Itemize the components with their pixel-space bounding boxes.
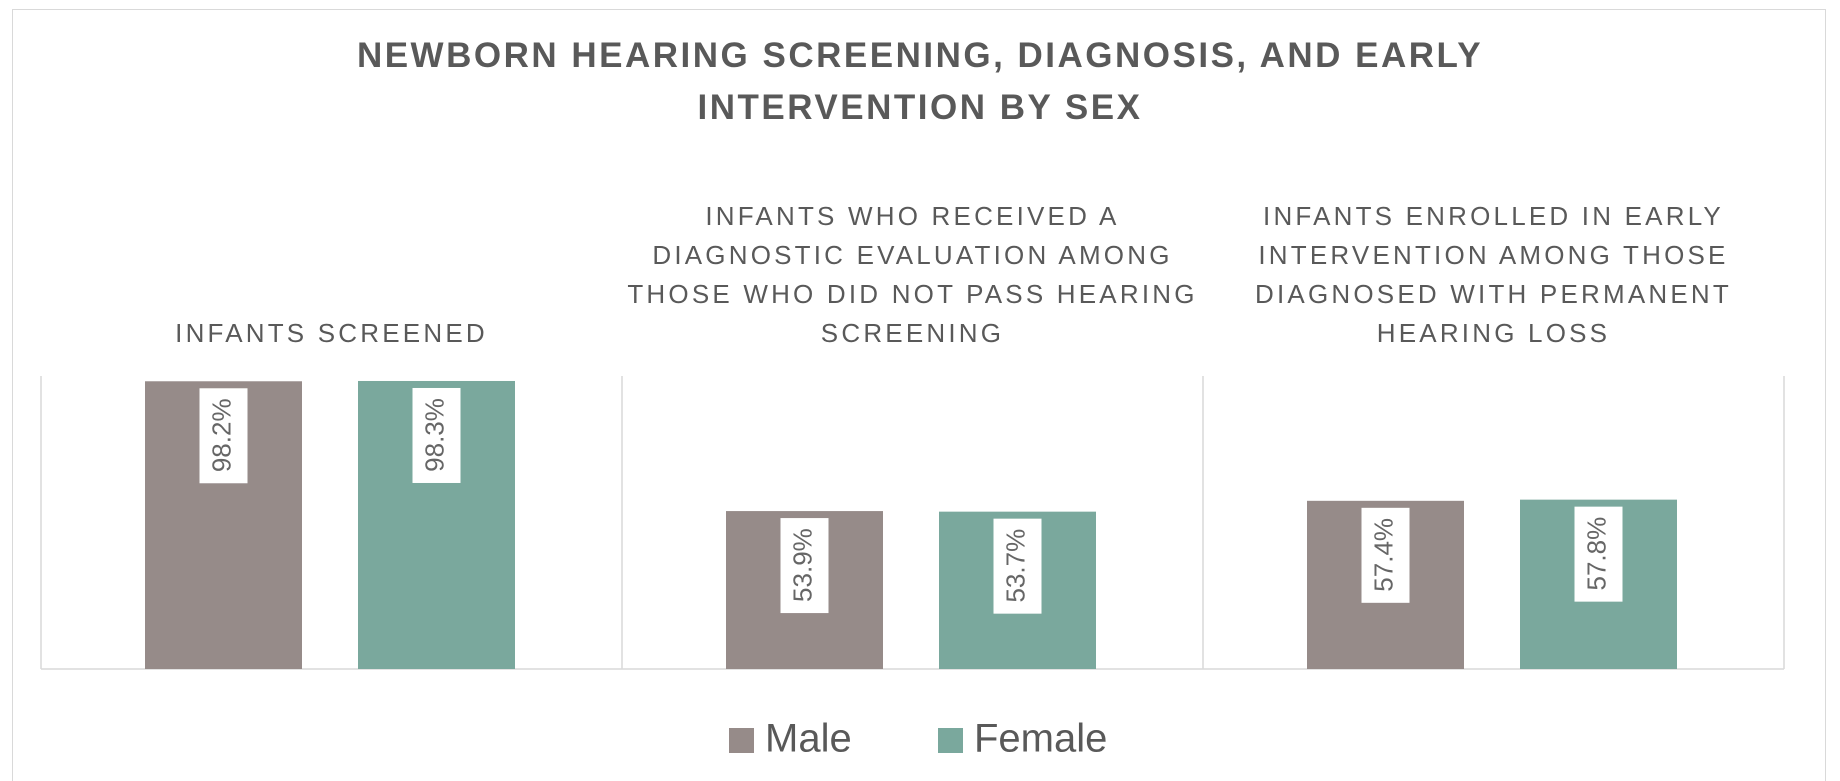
value-label: 53.7% bbox=[1000, 529, 1030, 603]
category-label: INFANTS ENROLLED IN EARLY INTERVENTION A… bbox=[1255, 201, 1732, 348]
value-label-box bbox=[993, 518, 1042, 614]
chart-frame bbox=[12, 9, 1826, 781]
value-label-box bbox=[1361, 507, 1410, 603]
chart-title: NEWBORN HEARING SCREENING, DIAGNOSIS, AN… bbox=[356, 36, 1484, 127]
value-label: 57.8% bbox=[1581, 517, 1611, 591]
legend-label: Male bbox=[765, 717, 852, 761]
value-label: 98.3% bbox=[419, 398, 449, 472]
category-label: INFANTS SCREENED bbox=[175, 318, 488, 348]
value-label: 57.4% bbox=[1368, 518, 1398, 592]
value-label-box bbox=[780, 518, 829, 614]
value-label-box bbox=[412, 387, 461, 483]
value-label: 98.2% bbox=[206, 398, 236, 472]
value-label-box bbox=[1574, 506, 1623, 602]
legend-label: Female bbox=[974, 717, 1107, 761]
value-label: 53.9% bbox=[787, 528, 817, 602]
legend-swatch bbox=[938, 728, 963, 753]
legend-swatch bbox=[729, 728, 754, 753]
value-label-box bbox=[199, 388, 248, 484]
category-label: INFANTS WHO RECEIVED A DIAGNOSTIC EVALUA… bbox=[627, 201, 1198, 348]
